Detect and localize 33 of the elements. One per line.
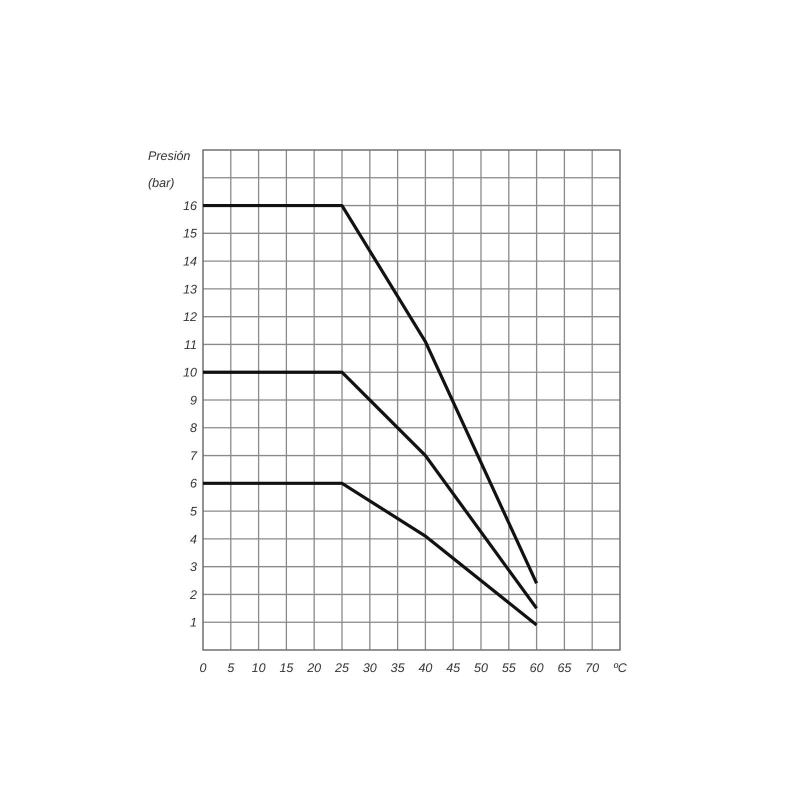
y-tick-label: 12 [183, 310, 198, 324]
y-tick-label: 11 [184, 338, 197, 352]
y-axis-title: Presión (bar) [148, 149, 190, 190]
y-tick-label: 6 [190, 476, 198, 491]
y-tick-label: 2 [189, 588, 198, 602]
x-tick-label: 70 [585, 661, 600, 675]
x-tick-label: 5 [227, 661, 234, 675]
y-tick-label: 5 [190, 504, 198, 518]
x-tick-label: 50 [474, 661, 488, 675]
x-tick-label: 40 [418, 661, 432, 675]
x-tick-label: 35 [390, 661, 405, 675]
y-tick-label: 7 [190, 448, 198, 463]
x-tick-label: 10 [252, 661, 266, 675]
y-tick-label: 8 [190, 421, 198, 436]
x-tick-label: 20 [306, 661, 322, 675]
y-tick-label: 4 [190, 532, 198, 546]
y-tick-label: 13 [183, 282, 198, 296]
y-tick-label: 14 [183, 254, 198, 268]
y-tick-label: 16 [183, 198, 198, 213]
x-tick-label: 25 [334, 661, 349, 675]
x-tick-label: 65 [557, 661, 572, 675]
x-tick-label: 15 [279, 661, 294, 675]
x-tick-label: 45 [446, 661, 460, 675]
x-tick-label: 30 [362, 661, 377, 675]
y-tick-label: 15 [183, 226, 198, 241]
y-tick-label: 1 [190, 616, 197, 630]
y-tick-label: 9 [190, 393, 198, 408]
y-tick-label: 3 [190, 560, 198, 574]
x-axis-title: ºC [613, 661, 628, 675]
x-tick-label: 60 [530, 661, 544, 675]
x-tick-label: 0 [200, 661, 207, 675]
x-tick-label: 55 [502, 661, 516, 675]
y-tick-label: 10 [183, 366, 198, 380]
